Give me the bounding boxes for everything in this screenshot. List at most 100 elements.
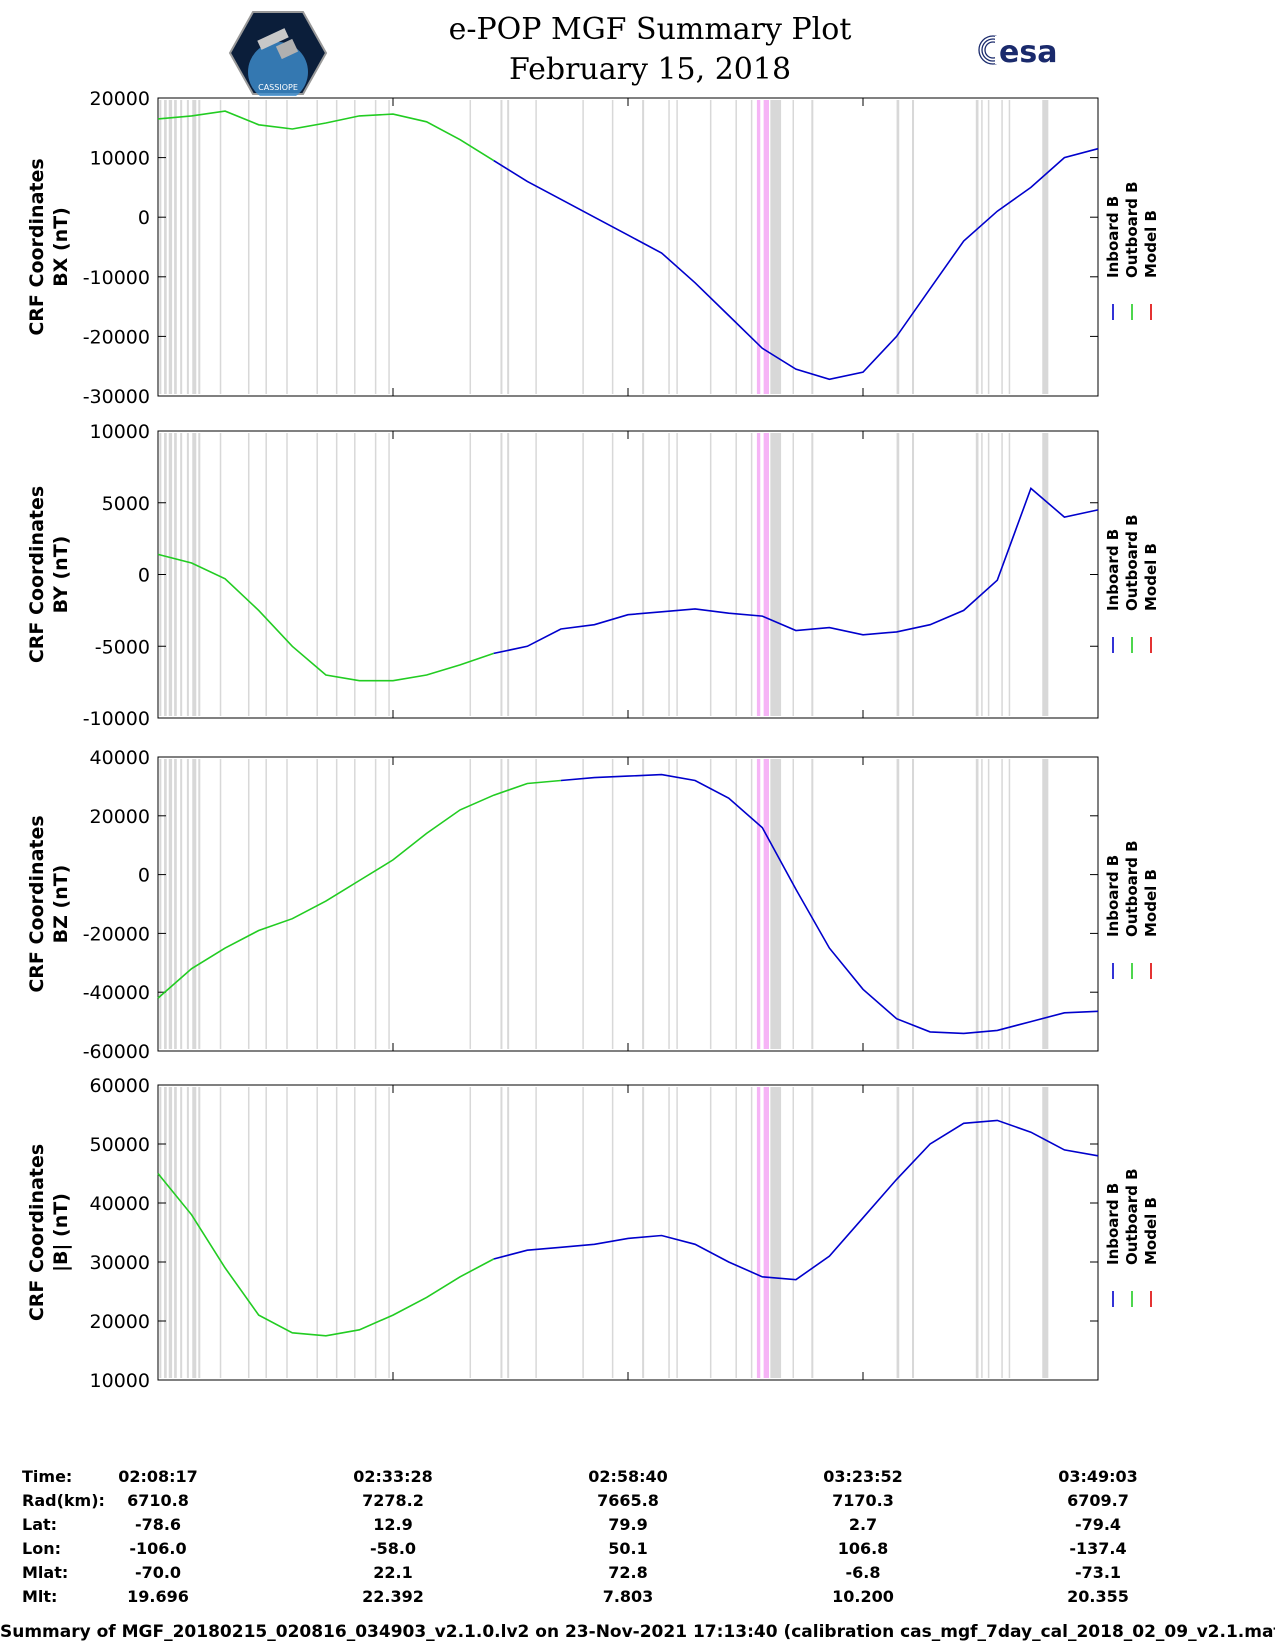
gap-band: [388, 433, 390, 716]
gap-band: [1042, 433, 1049, 716]
table-cell-rad: 6709.7: [1067, 1491, 1129, 1510]
table-cell-lon: -58.0: [369, 1539, 417, 1558]
legend-label: Outboard B: [1123, 514, 1141, 611]
gap-band: [896, 1087, 900, 1378]
row-label-lat: Lat:: [22, 1515, 58, 1534]
gap-band: [611, 100, 614, 394]
gap-band: [676, 433, 678, 716]
gap-band: [469, 433, 472, 716]
table-cell-mlat: -6.8: [845, 1563, 881, 1582]
gap-band: [811, 433, 814, 716]
gap-band: [198, 100, 201, 394]
legend-label: Inboard B: [1104, 529, 1122, 611]
gap-band: [507, 433, 510, 716]
gap-band: [668, 100, 670, 394]
y-tick-label: -10000: [83, 267, 150, 289]
gap-band: [981, 759, 983, 1049]
gap-band: [668, 1087, 670, 1378]
table-cell-time: 03:23:52: [823, 1467, 903, 1486]
flag-band: [763, 433, 769, 716]
gap-band: [709, 759, 712, 1049]
gap-band: [896, 100, 900, 394]
gap-band: [507, 759, 510, 1049]
legend-label: Model B: [1142, 210, 1160, 278]
gap-band: [770, 759, 782, 1049]
flag-band: [756, 759, 761, 1049]
gap-band: [247, 100, 250, 394]
gap-band: [611, 759, 614, 1049]
gap-band: [912, 759, 915, 1049]
gap-band: [1042, 1087, 1049, 1378]
gap-band: [535, 1087, 537, 1378]
table-cell-lon: 106.8: [837, 1539, 889, 1558]
gap-band: [582, 100, 584, 394]
gap-band: [981, 100, 983, 394]
gap-band: [469, 759, 472, 1049]
table-cell-mlt: 7.803: [602, 1587, 654, 1606]
series-outboard-b: [157, 779, 561, 999]
legend-label: Model B: [1142, 869, 1160, 937]
gap-band: [735, 759, 737, 1049]
y-tick-label: 40000: [90, 1193, 150, 1215]
y-tick-label: 20000: [90, 806, 150, 828]
gap-band: [750, 1087, 753, 1378]
page-title: e-POP MGF Summary Plot: [448, 12, 852, 47]
legend-label: Inboard B: [1104, 196, 1122, 278]
legend-label: Outboard B: [1123, 1168, 1141, 1265]
gap-band: [676, 759, 678, 1049]
y-axis-label: CRF Coordinates: [26, 1144, 48, 1321]
gap-band: [286, 1087, 288, 1378]
gap-band: [770, 1087, 782, 1378]
table-cell-lon: 50.1: [608, 1539, 648, 1558]
gap-band: [1001, 433, 1003, 716]
series-inboard-b: [493, 1119, 1099, 1281]
gap-band: [709, 100, 712, 394]
table-cell-lat: 79.9: [608, 1515, 648, 1534]
legend-label: Inboard B: [1104, 855, 1122, 937]
y-tick-label: 60000: [90, 1075, 150, 1097]
table-cell-mlt: 20.355: [1067, 1587, 1129, 1606]
gap-band: [286, 759, 288, 1049]
gap-band: [912, 100, 915, 394]
gap-band: [219, 1087, 222, 1378]
gap-band: [535, 100, 537, 394]
panel-BZ: 40000 20000 0 -20000 -40000 -60000 CRF Coordin…: [26, 747, 1160, 1063]
gap-band: [198, 433, 201, 716]
footer-text: Summary of MGF_20180215_020816_034903_v2…: [0, 1622, 1275, 1642]
gap-band: [896, 759, 900, 1049]
y-axis-label: BZ (nT): [50, 865, 72, 944]
y-axis-label: CRF Coordinates: [26, 158, 48, 335]
gap-band: [335, 433, 338, 716]
gap-band: [582, 1087, 584, 1378]
y-axis-label: BY (nT): [50, 536, 72, 614]
flag-band: [763, 759, 769, 1049]
gap-band: [1008, 1087, 1011, 1378]
row-label-rad: Rad(km):: [22, 1491, 105, 1510]
gap-band: [981, 433, 983, 716]
gap-band: [1001, 759, 1003, 1049]
gap-band: [987, 433, 990, 716]
table-cell-time: 02:08:17: [118, 1467, 198, 1486]
gap-band: [676, 100, 678, 394]
gap-band: [159, 1087, 162, 1378]
gap-band: [1001, 100, 1003, 394]
gap-band: [198, 759, 201, 1049]
gap-band: [469, 1087, 472, 1378]
gap-band: [247, 759, 250, 1049]
gap-band: [192, 1087, 197, 1378]
gap-band: [388, 100, 390, 394]
row-label-mlat: Mlat:: [22, 1563, 69, 1582]
gap-band: [354, 759, 356, 1049]
gap-band: [750, 433, 753, 716]
gap-band: [770, 433, 782, 716]
series-inboard-b: [560, 773, 1099, 1035]
gap-band: [316, 1087, 318, 1378]
gap-band: [192, 433, 197, 716]
gap-band: [164, 100, 167, 394]
table-cell-lat: -79.4: [1074, 1515, 1122, 1534]
y-tick-label: -10000: [83, 708, 150, 730]
y-tick-label: 0: [138, 565, 150, 587]
gap-band: [668, 433, 670, 716]
gap-band: [186, 759, 189, 1049]
legend-label: Model B: [1142, 1197, 1160, 1265]
